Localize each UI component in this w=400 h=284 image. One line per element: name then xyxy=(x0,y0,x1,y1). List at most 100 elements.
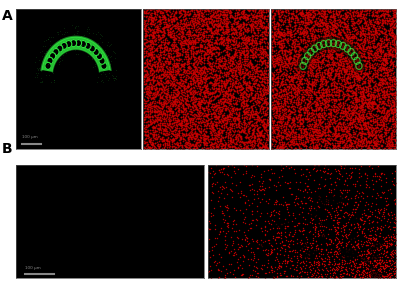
Point xyxy=(187,104,193,108)
Point xyxy=(367,214,373,218)
Point xyxy=(156,95,163,100)
Point xyxy=(368,95,374,100)
Point xyxy=(351,235,357,240)
Point xyxy=(252,69,259,73)
Point xyxy=(330,36,337,40)
Point xyxy=(160,28,166,33)
Ellipse shape xyxy=(301,243,308,249)
Point xyxy=(321,15,328,19)
Point xyxy=(171,35,177,39)
Point xyxy=(241,23,247,27)
Point xyxy=(174,46,180,51)
Point xyxy=(258,40,264,44)
Point xyxy=(377,267,384,272)
Point xyxy=(322,68,328,72)
Point xyxy=(78,35,85,40)
Point xyxy=(282,106,289,111)
Point xyxy=(145,78,152,82)
Point xyxy=(350,26,356,30)
Point xyxy=(304,68,311,73)
Point xyxy=(225,89,231,93)
Point xyxy=(361,121,367,126)
Point xyxy=(229,144,235,149)
Point xyxy=(163,55,169,60)
Point xyxy=(338,29,345,34)
Point xyxy=(350,49,356,54)
Point xyxy=(329,28,336,33)
Point xyxy=(290,120,297,125)
Point xyxy=(369,272,375,277)
Point xyxy=(260,78,267,83)
Point xyxy=(208,45,215,49)
Point xyxy=(344,41,351,45)
Point xyxy=(249,34,256,38)
Point xyxy=(175,112,181,117)
Point xyxy=(375,146,381,150)
Point xyxy=(367,45,374,49)
Point xyxy=(249,112,255,116)
Point xyxy=(382,85,388,90)
Point xyxy=(357,91,363,95)
Point xyxy=(245,128,251,132)
Point xyxy=(144,130,151,134)
Point xyxy=(374,60,380,65)
Point xyxy=(259,15,265,19)
Point xyxy=(168,69,174,74)
Point xyxy=(144,33,150,38)
Point xyxy=(162,45,169,49)
Point xyxy=(205,121,212,125)
Point xyxy=(338,52,344,57)
Point xyxy=(367,124,373,129)
Point xyxy=(310,58,317,62)
Point xyxy=(309,82,315,87)
Point xyxy=(201,33,207,37)
Point xyxy=(147,120,153,125)
Point xyxy=(330,12,336,16)
Point xyxy=(340,224,346,229)
Point xyxy=(358,115,365,120)
Point xyxy=(206,60,213,65)
Point xyxy=(170,46,176,51)
Point xyxy=(365,75,371,80)
Point xyxy=(198,116,204,121)
Point xyxy=(338,87,344,92)
Point xyxy=(355,241,361,246)
Point xyxy=(149,30,156,34)
Point xyxy=(222,50,229,55)
Point xyxy=(190,43,196,48)
Point xyxy=(385,7,391,11)
Point xyxy=(390,233,397,238)
Point xyxy=(342,82,348,87)
Point xyxy=(196,137,203,142)
Point xyxy=(154,117,161,122)
Point xyxy=(369,65,376,70)
Point xyxy=(332,52,339,56)
Point xyxy=(246,136,252,141)
Point xyxy=(218,87,224,92)
Point xyxy=(365,54,372,59)
Point xyxy=(216,88,222,93)
Point xyxy=(319,53,326,57)
Point xyxy=(178,114,185,119)
Point xyxy=(297,37,304,41)
Point xyxy=(240,79,247,84)
Point xyxy=(379,65,385,70)
Point xyxy=(258,25,264,30)
Point xyxy=(218,99,224,104)
Point xyxy=(330,132,337,137)
Point xyxy=(172,130,178,134)
Point xyxy=(218,58,224,62)
Point xyxy=(246,41,253,45)
Point xyxy=(233,135,239,139)
Point xyxy=(154,24,161,29)
Point xyxy=(259,59,266,64)
Point xyxy=(192,103,198,107)
Point xyxy=(290,242,297,246)
Point xyxy=(312,121,319,125)
Point xyxy=(279,27,285,32)
Point xyxy=(166,102,173,107)
Point xyxy=(276,70,282,74)
Point xyxy=(248,25,254,29)
Point xyxy=(286,18,292,22)
Point xyxy=(335,101,341,106)
